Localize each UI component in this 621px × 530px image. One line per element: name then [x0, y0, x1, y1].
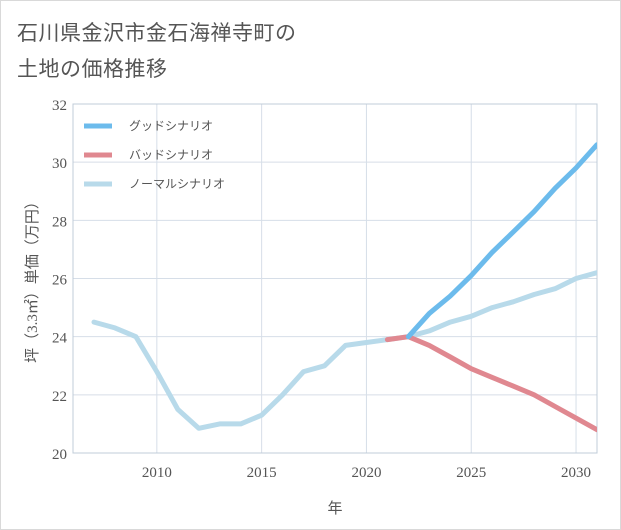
x-tick-label: 2030	[561, 465, 591, 481]
y-axis-ticks: 20 22 24 26 28 30 32	[52, 98, 68, 463]
series-line-0	[405, 142, 597, 340]
plot-area-frame	[72, 103, 598, 454]
series-line-1	[384, 334, 597, 433]
series-layer	[91, 142, 597, 433]
chart-title-line1: 石川県金沢市金石海禅寺町の	[17, 21, 297, 45]
legend-label-0: グッドシナリオ	[129, 119, 213, 133]
chart-title-line2: 土地の価格推移	[17, 57, 168, 81]
y-tick-label: 24	[52, 331, 68, 347]
y-axis-label: 坪（3.3㎡）単価（万円）	[24, 194, 41, 363]
legend-label-2: ノーマルシナリオ	[129, 177, 225, 191]
y-tick-label: 28	[52, 214, 67, 230]
y-tick-label: 26	[52, 273, 68, 289]
y-tick-label: 20	[52, 447, 67, 463]
x-tick-label: 2020	[351, 465, 381, 481]
x-axis-label: 年	[327, 500, 342, 517]
chart-title: 石川県金沢市金石海禅寺町の 土地の価格推移	[17, 15, 577, 87]
y-tick-label: 32	[52, 98, 67, 114]
x-tick-label: 2025	[456, 465, 486, 481]
x-tick-label: 2015	[247, 465, 277, 481]
series-line-2	[91, 270, 597, 431]
legend-label-1: バッドシナリオ	[129, 148, 213, 162]
y-tick-label: 30	[52, 156, 67, 172]
x-tick-label: 2010	[142, 465, 172, 481]
x-axis-ticks: 2010 2015 2020 2025 2030	[142, 465, 591, 481]
y-tick-label: 22	[52, 389, 67, 405]
